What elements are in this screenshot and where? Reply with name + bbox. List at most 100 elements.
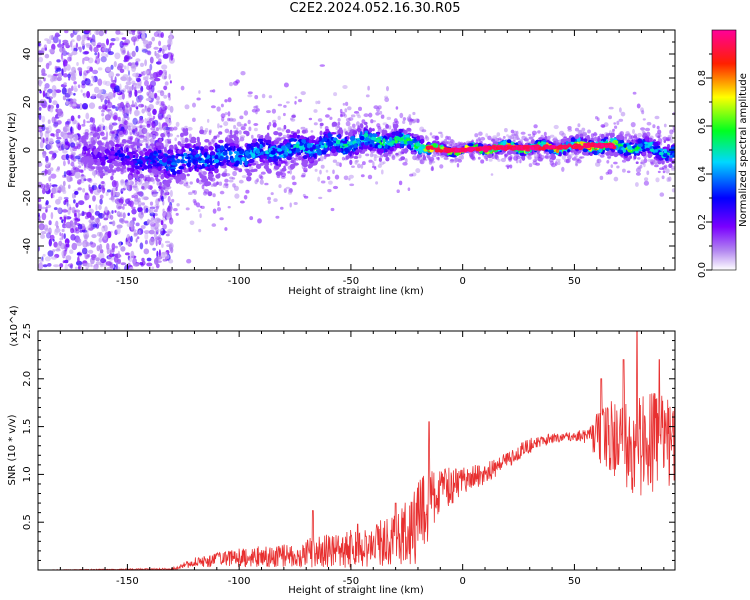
spectrogram-noise-cell bbox=[167, 195, 171, 203]
spectrogram-halo-cell bbox=[367, 174, 373, 180]
spectrogram-noise-cell bbox=[129, 107, 132, 115]
spectrogram-noise-cell bbox=[131, 36, 137, 42]
spectrogram-noise-cell bbox=[132, 117, 138, 125]
spectrogram-halo-cell bbox=[379, 110, 383, 115]
spectrogram-noise-cell bbox=[48, 220, 52, 226]
spectrogram-noise-cell bbox=[49, 234, 55, 241]
spectrogram-noise-cell bbox=[86, 70, 90, 74]
spectrogram-noise-cell bbox=[74, 30, 80, 33]
spectrogram-noise-cell bbox=[105, 108, 112, 112]
spectrogram-band-cell bbox=[506, 139, 512, 144]
spectrogram-halo-cell bbox=[300, 126, 306, 130]
spectrogram-noise-cell bbox=[61, 87, 67, 95]
spectrogram-noise-cell bbox=[141, 49, 148, 53]
spectrogram-halo-cell bbox=[128, 86, 134, 91]
spectrogram-halo-cell bbox=[173, 208, 178, 212]
spectrogram-halo-cell bbox=[593, 131, 597, 137]
spectrogram-halo-cell bbox=[632, 91, 637, 95]
spectrogram-halo-cell bbox=[220, 103, 224, 108]
spectrogram-noise-cell bbox=[161, 230, 167, 234]
spectrogram-halo-cell bbox=[100, 131, 105, 137]
spectrogram-band-cell bbox=[647, 153, 653, 159]
spectrogram-noise-cell bbox=[126, 234, 131, 241]
spectrogram-halo-cell bbox=[665, 168, 670, 174]
spectrogram-halo-cell bbox=[421, 129, 427, 133]
spectrogram-halo-cell bbox=[613, 161, 618, 165]
spectrogram-halo-cell bbox=[102, 136, 108, 141]
spectrogram-halo-cell bbox=[391, 155, 396, 161]
spectrogram-noise-cell bbox=[107, 51, 114, 56]
spectrogram-noise-cell bbox=[55, 139, 61, 144]
spectrogram-noise-cell bbox=[70, 263, 73, 270]
spectrogram-halo-cell bbox=[141, 202, 145, 206]
spectrogram-noise-cell bbox=[131, 100, 134, 106]
spectrogram-noise-cell bbox=[49, 167, 54, 172]
spectrogram-noise-cell bbox=[76, 34, 82, 42]
spectrogram-halo-cell bbox=[547, 135, 551, 141]
spectrogram-noise-cell bbox=[166, 44, 172, 48]
spectrogram-noise-cell bbox=[86, 44, 91, 48]
spectrogram-noise-cell bbox=[91, 234, 97, 239]
spectrogram-noise-cell bbox=[70, 234, 76, 241]
spectrogram-noise-cell bbox=[98, 252, 105, 260]
spectrogram-band-cell bbox=[184, 137, 189, 143]
spectrogram-halo-cell bbox=[574, 127, 580, 132]
spectrogram-halo-cell bbox=[155, 101, 160, 105]
spectrogram-halo-cell bbox=[81, 174, 84, 177]
spectrogram-halo-cell bbox=[188, 191, 193, 195]
spectrogram-noise-cell bbox=[63, 145, 69, 149]
spectrogram-halo-cell bbox=[247, 94, 253, 98]
spectrogram-halo-cell bbox=[141, 104, 144, 108]
spectrogram-band-cell bbox=[112, 169, 117, 173]
spectrogram-noise-cell bbox=[48, 48, 55, 53]
spectrogram-band-cell bbox=[301, 139, 306, 144]
spectrogram-noise-cell bbox=[82, 263, 88, 267]
spectrogram-noise-cell bbox=[131, 252, 134, 257]
spectrogram-halo-cell bbox=[659, 167, 665, 170]
spectrogram-halo-cell bbox=[666, 177, 670, 182]
spectrogram-noise-cell bbox=[42, 90, 45, 98]
spectrogram-halo-cell bbox=[663, 123, 667, 128]
spectrogram-noise-cell bbox=[71, 85, 74, 91]
spectrogram-noise-cell bbox=[44, 228, 50, 232]
spectrogram-halo-cell bbox=[575, 160, 578, 166]
spectrogram-noise-cell bbox=[105, 80, 111, 87]
spectrogram-noise-cell bbox=[63, 233, 66, 240]
spectrogram-halo-cell bbox=[335, 161, 341, 167]
spectrogram-noise-cell bbox=[135, 61, 139, 66]
spectrogram-halo-cell bbox=[445, 135, 449, 140]
spectrogram-halo-cell bbox=[70, 131, 74, 135]
spectrogram-noise-cell bbox=[42, 253, 46, 257]
spectrogram-noise-cell bbox=[67, 208, 71, 215]
spectrogram-noise-cell bbox=[170, 54, 174, 61]
spectrogram-halo-cell bbox=[593, 136, 599, 142]
spectrogram-noise-cell bbox=[119, 40, 124, 49]
spectrogram-halo-cell bbox=[72, 158, 77, 162]
spectrogram-noise-cell bbox=[74, 219, 78, 226]
spectrogram-halo-cell bbox=[268, 95, 273, 99]
spectrogram-halo-cell bbox=[232, 170, 238, 177]
spectrogram-halo-cell bbox=[142, 139, 148, 143]
spectrogram-noise-cell bbox=[97, 78, 103, 86]
spectrogram-noise-cell bbox=[102, 104, 109, 110]
spectrogram-noise-cell bbox=[70, 32, 75, 38]
spectrogram-noise-cell bbox=[50, 256, 57, 260]
spectrogram-noise-cell bbox=[50, 212, 54, 220]
spectrogram-noise-cell bbox=[117, 250, 121, 258]
spectrogram-halo-cell bbox=[287, 160, 291, 165]
spectrogram-halo-cell bbox=[510, 129, 515, 134]
spectrogram-halo-cell bbox=[153, 189, 157, 194]
spectrogram-noise-cell bbox=[99, 231, 103, 238]
spectrogram-halo-cell bbox=[480, 159, 485, 164]
spectrogram-halo-cell bbox=[360, 174, 365, 178]
spectrogram-band-cell bbox=[273, 141, 279, 145]
spectrogram-noise-cell bbox=[127, 212, 130, 216]
spectrogram-halo-cell bbox=[224, 168, 228, 173]
spectrogram-band-cell bbox=[228, 134, 235, 139]
spectrogram-halo-cell bbox=[368, 159, 373, 163]
spectrogram-noise-cell bbox=[115, 245, 118, 249]
spectrogram-halo-cell bbox=[515, 134, 519, 138]
spectrogram-noise-cell bbox=[54, 229, 59, 236]
spectrogram-halo-cell bbox=[192, 117, 196, 123]
spectrogram-band-cell bbox=[661, 160, 665, 165]
